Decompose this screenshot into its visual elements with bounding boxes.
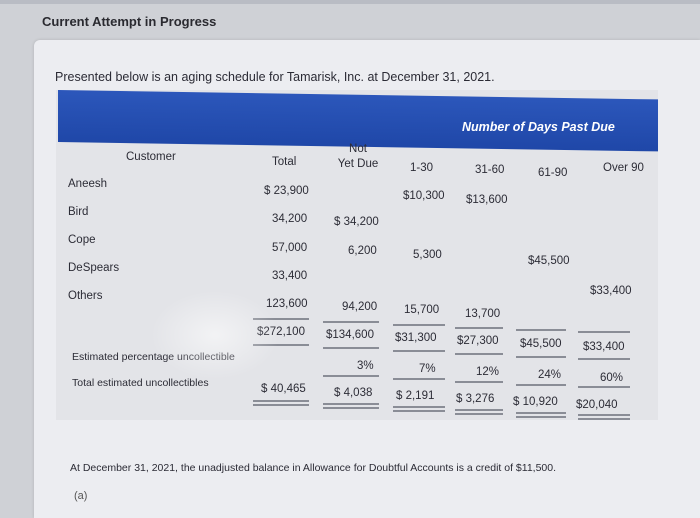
est-61-90: $ 10,920 <box>513 396 558 408</box>
pct-rule <box>455 381 503 383</box>
est-1-30: $ 2,191 <box>396 390 435 402</box>
total-rule <box>323 347 379 349</box>
pct-rule <box>323 375 379 377</box>
cell-61-90: $45,500 <box>528 255 570 267</box>
pct-rule <box>578 386 630 388</box>
page-heading: Current Attempt in Progress <box>42 14 217 29</box>
cell-total: 57,000 <box>272 242 308 254</box>
days-past-due-banner: Number of Days Past Due <box>462 120 615 134</box>
col-header-1-30: 1-30 <box>410 162 434 174</box>
pct-61-90: 24% <box>538 369 562 381</box>
subtotal-rule <box>323 321 379 323</box>
problem-intro: Presented below is an aging schedule for… <box>55 70 495 84</box>
est-rule <box>323 403 379 405</box>
total-over-90: $33,400 <box>583 341 625 353</box>
customer-name: Others <box>68 290 103 302</box>
total-rule <box>253 344 309 346</box>
est-total: $ 40,465 <box>261 383 306 395</box>
cell-total: $ 23,900 <box>264 185 309 197</box>
subtotal-rule <box>516 329 566 331</box>
col-header-customer: Customer <box>126 151 176 163</box>
cell-31-60: $13,600 <box>466 194 508 206</box>
est-double-rule <box>393 410 445 412</box>
pct-31-60: 12% <box>476 366 500 378</box>
cell-not-yet-due: $ 34,200 <box>334 216 379 228</box>
cell-1-30: 5,300 <box>413 249 442 261</box>
total-rule <box>393 350 445 352</box>
est-double-rule <box>455 413 503 415</box>
col-header-total: Total <box>272 156 297 168</box>
subtotal-rule <box>253 318 309 320</box>
col-header-not-yet-due-line2: Yet Due <box>337 158 379 170</box>
cell-not-yet-due: 6,200 <box>348 245 377 257</box>
customer-name: Aneesh <box>68 178 108 190</box>
col-header-61-90: 61-90 <box>538 167 568 179</box>
cell-total: 34,200 <box>272 213 308 225</box>
col-header-31-60: 31-60 <box>475 164 505 176</box>
cell-31-60: 13,700 <box>465 308 501 320</box>
cell-1-30: $10,300 <box>403 190 445 202</box>
est-double-rule <box>578 418 630 420</box>
est-double-rule <box>516 416 566 418</box>
customer-name: Bird <box>68 206 89 218</box>
pct-1-30: 7% <box>419 363 436 375</box>
total-31-60: $27,300 <box>457 335 499 347</box>
est-over-90: $20,040 <box>576 399 618 411</box>
pct-not-yet-due: 3% <box>357 360 374 372</box>
est-rule <box>578 414 630 416</box>
pct-rule <box>516 384 566 386</box>
customer-name: DeSpears <box>68 262 120 274</box>
col-header-over-90: Over 90 <box>603 162 644 174</box>
total-1-30: $31,300 <box>395 332 437 344</box>
part-a-label: (a) <box>74 490 88 502</box>
total-61-90: $45,500 <box>520 338 562 350</box>
est-rule <box>393 406 445 408</box>
pct-over-90: 60% <box>600 372 624 384</box>
total-rule <box>578 358 630 360</box>
est-double-rule <box>323 407 379 409</box>
est-rule <box>455 409 503 411</box>
est-rule <box>253 400 309 402</box>
est-double-rule <box>253 404 309 406</box>
pct-rule <box>393 378 445 380</box>
top-divider <box>0 0 700 4</box>
customer-name: Cope <box>68 234 96 246</box>
cell-over-90: $33,400 <box>590 285 632 297</box>
allowance-note: At December 31, 2021, the unadjusted bal… <box>70 462 557 474</box>
total-rule <box>455 353 503 355</box>
est-not-yet-due: $ 4,038 <box>334 387 373 399</box>
col-header-not-yet-due-line1: Not <box>349 143 367 155</box>
est-rule <box>516 412 566 414</box>
total-not-yet-due: $134,600 <box>326 329 374 341</box>
cell-total: 33,400 <box>272 270 308 282</box>
total-rule <box>516 356 566 358</box>
cell-not-yet-due: 94,200 <box>342 301 378 313</box>
cell-1-30: 15,700 <box>404 304 440 316</box>
subtotal-rule <box>578 331 630 333</box>
est-31-60: $ 3,276 <box>456 393 495 405</box>
subtotal-rule <box>393 324 445 326</box>
subtotal-rule <box>455 327 503 329</box>
photo-glare <box>150 290 280 380</box>
est-uncollectibles-label: Total estimated uncollectibles <box>72 377 209 389</box>
